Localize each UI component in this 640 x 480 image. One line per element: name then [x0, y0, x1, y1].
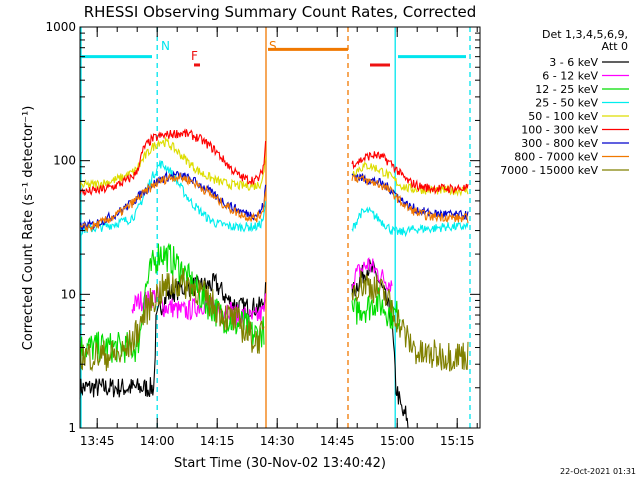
- x-axis-label: Start Time (30-Nov-02 13:40:42): [174, 456, 386, 471]
- chart-title: RHESSI Observing Summary Count Rates, Co…: [84, 3, 477, 21]
- y-tick-label-2: 10: [61, 287, 76, 301]
- legend-label-4: 25 - 50 keV: [535, 97, 598, 110]
- x-tick-label-2: 14:00: [140, 434, 175, 448]
- y-tick-label-1: 1: [68, 421, 76, 435]
- annotation-n: N: [161, 39, 170, 53]
- legend-header-2: Att 0: [602, 40, 628, 53]
- x-tick-label-3: 14:15: [200, 434, 235, 448]
- annotation-s: S: [269, 39, 277, 53]
- legend-label-2: 6 - 12 keV: [542, 70, 598, 83]
- series-line-6: [351, 287, 401, 330]
- legend-label-1: 3 - 6 keV: [549, 56, 598, 69]
- series-lines: [79, 128, 469, 429]
- series-line-17: [79, 267, 265, 372]
- series-line-11: [79, 128, 267, 197]
- legend-label-3: 12 - 25 keV: [535, 83, 598, 96]
- legend-label-5: 50 - 100 keV: [528, 110, 598, 123]
- series-line-14: [351, 173, 469, 220]
- legend-label-7: 300 - 800 keV: [521, 137, 598, 150]
- legend-label-6: 100 - 300 keV: [521, 124, 598, 137]
- x-tick-label-7: 15:15: [440, 434, 475, 448]
- axes: 1 10 100 1000 13:45 14:00 14:15 14:30 14:45 15:00…: [45, 20, 481, 448]
- date-stamp: 22-Oct-2021 01:31: [560, 467, 636, 476]
- flag-bars: [80, 47, 466, 67]
- legend-label-8: 800 - 7000 keV: [514, 151, 598, 164]
- legend-label-9: 7000 - 15000 keV: [500, 164, 598, 177]
- x-tick-label-4: 14:30: [260, 434, 295, 448]
- x-tick-label-5: 14:45: [320, 434, 355, 448]
- x-tick-label-6: 15:00: [380, 434, 415, 448]
- legend-header-1: Det 1,3,4,5,6,9,: [542, 28, 628, 41]
- annotations: NFS: [161, 39, 277, 63]
- series-line-16: [351, 174, 469, 224]
- y-tick-label-3: 100: [53, 154, 76, 168]
- plot-frame: [79, 26, 481, 429]
- y-tick-label-4: 1000: [45, 20, 76, 34]
- series-line-8: [351, 206, 469, 238]
- annotation-f: F: [191, 49, 198, 63]
- series-line-9: [79, 136, 267, 191]
- series-line-12: [351, 151, 469, 195]
- series-line-3: [131, 287, 267, 326]
- series-line-4: [351, 257, 393, 292]
- series-line-15: [79, 172, 267, 233]
- x-tick-label-1: 13:45: [80, 434, 115, 448]
- series-line-18: [351, 270, 469, 372]
- series-line-1: [79, 272, 267, 399]
- y-axis-label: Corrected Count Rate (s⁻¹ detector⁻¹): [21, 106, 36, 351]
